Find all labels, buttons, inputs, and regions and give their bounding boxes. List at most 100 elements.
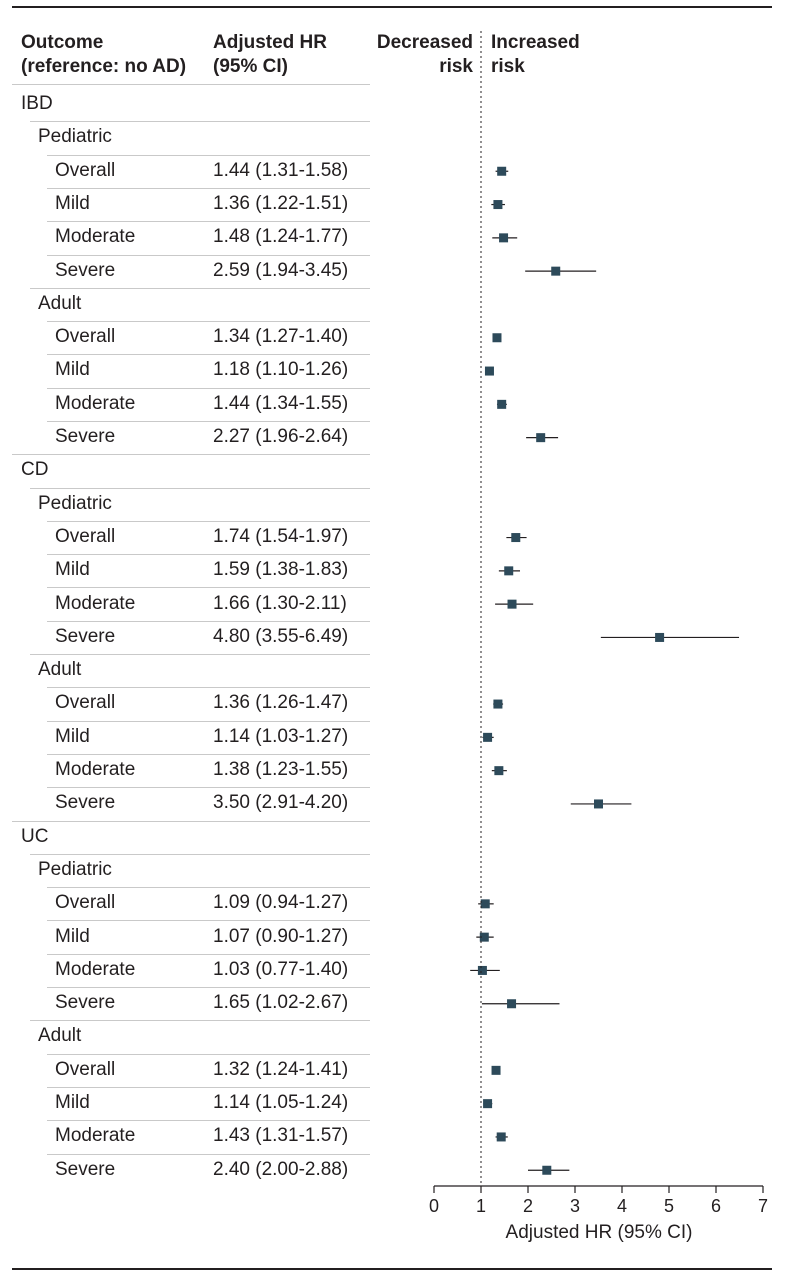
hr-value: 1.44 (1.34-1.55): [213, 392, 349, 414]
row-separator: [47, 155, 370, 156]
hr-value: 1.66 (1.30-2.11): [213, 592, 347, 614]
row-separator: [30, 121, 370, 122]
row-separator: [12, 821, 370, 822]
outcome-header-line2: (reference: no AD): [21, 56, 187, 77]
severity-label: Moderate: [55, 592, 136, 614]
hr-value: 1.18 (1.10-1.26): [213, 359, 349, 381]
hr-value: 4.80 (3.55-6.49): [213, 625, 349, 647]
hr-point-marker: [493, 200, 503, 210]
age-group-label: Pediatric: [38, 126, 112, 148]
hr-point-marker: [492, 333, 502, 343]
severity-label: Moderate: [55, 226, 136, 248]
hr-value: 3.50 (2.91-4.20): [213, 792, 349, 814]
severity-label: Overall: [55, 692, 116, 714]
hr-point-marker: [511, 533, 521, 543]
increased-risk-line2: risk: [491, 56, 525, 77]
hr-value: 1.65 (1.02-2.67): [213, 992, 349, 1014]
severity-label: Moderate: [55, 1125, 136, 1147]
row-separator: [47, 987, 370, 988]
hr-value: 2.27 (1.96-2.64): [213, 426, 349, 447]
hr-point-marker: [479, 932, 489, 942]
row-separator: [12, 454, 370, 455]
severity-label: Mild: [55, 725, 90, 747]
hr-point-marker: [484, 366, 494, 376]
hr-point-marker: [536, 433, 546, 443]
x-tick-label: 7: [758, 1196, 768, 1216]
severity-label: Mild: [55, 1092, 90, 1113]
x-axis-title: Adjusted HR (95% CI): [505, 1222, 693, 1243]
severity-label: Overall: [55, 326, 116, 348]
hr-value: 1.36 (1.22-1.51): [213, 192, 349, 214]
row-separator: [47, 621, 370, 622]
hr-value: 2.40 (2.00-2.88): [213, 1158, 349, 1180]
increased-risk-header: Increased risk: [491, 31, 580, 79]
hr-value: 1.74 (1.54-1.97): [213, 525, 349, 547]
hr-point-marker: [594, 799, 603, 809]
row-separator: [30, 288, 370, 289]
row-separator: [47, 354, 370, 355]
hr-point-marker: [551, 266, 561, 276]
hr-point-marker: [497, 399, 507, 409]
age-group-label: Pediatric: [38, 858, 112, 880]
x-tick-label: 5: [664, 1196, 674, 1216]
x-tick-label: 3: [570, 1196, 580, 1216]
row-separator: [47, 787, 370, 788]
hr-value: 1.32 (1.24-1.41): [213, 1058, 349, 1080]
hr-point-marker: [496, 1132, 506, 1142]
row-separator: [47, 1087, 370, 1088]
hr-point-marker: [493, 699, 503, 709]
hr-point-marker: [483, 1099, 493, 1109]
increased-risk-line1: Increased: [491, 32, 580, 53]
hr-value: 1.03 (0.77-1.40): [213, 958, 349, 980]
hr-point-marker: [499, 233, 509, 243]
severity-label: Overall: [55, 1058, 116, 1080]
row-separator: [47, 721, 370, 722]
hr-point-marker: [507, 599, 517, 609]
row-separator: [47, 954, 370, 955]
row-separator: [47, 920, 370, 921]
x-tick-label: 1: [476, 1196, 486, 1216]
severity-label: Severe: [55, 792, 116, 814]
hr-point-marker: [507, 999, 517, 1009]
outcome-group-label: IBD: [21, 93, 53, 114]
row-separator: [47, 754, 370, 755]
severity-label: Overall: [55, 892, 116, 914]
severity-label: Moderate: [55, 958, 136, 980]
severity-label: Severe: [55, 1158, 116, 1180]
bottom-rule: [12, 1268, 772, 1270]
hr-point-marker: [497, 166, 507, 176]
row-separator: [30, 854, 370, 855]
row-separator: [47, 255, 370, 256]
hr-value: 1.44 (1.31-1.58): [213, 159, 349, 181]
row-separator: [47, 687, 370, 688]
severity-label: Severe: [55, 259, 116, 281]
x-tick-label: 6: [711, 1196, 721, 1216]
row-separator: [47, 221, 370, 222]
decreased-risk-line2: risk: [439, 56, 473, 77]
hr-point-marker: [477, 965, 487, 975]
outcome-header: Outcome (reference: no AD): [21, 31, 186, 79]
row-separator: [47, 587, 370, 588]
row-separator: [47, 554, 370, 555]
age-group-label: Adult: [38, 659, 82, 681]
severity-label: Moderate: [55, 392, 136, 414]
severity-label: Mild: [55, 925, 90, 947]
hr-value: 1.14 (1.05-1.24): [213, 1092, 349, 1113]
severity-label: Mild: [55, 559, 90, 581]
hr-point-marker: [655, 632, 665, 642]
row-separator: [47, 1120, 370, 1121]
hr-point-marker: [483, 732, 493, 742]
row-separator: [47, 1154, 370, 1155]
severity-label: Overall: [55, 525, 116, 547]
severity-label: Severe: [55, 426, 116, 447]
hr-value: 1.07 (0.90-1.27): [213, 925, 349, 947]
hr-header: Adjusted HR (95% CI): [213, 31, 327, 79]
age-group-label: Pediatric: [38, 492, 112, 514]
hr-value: 1.09 (0.94-1.27): [213, 892, 349, 914]
severity-label: Mild: [55, 359, 90, 381]
x-tick-label: 4: [617, 1196, 627, 1216]
hr-value: 1.14 (1.03-1.27): [213, 725, 349, 747]
hr-header-line1: Adjusted HR: [213, 32, 327, 53]
